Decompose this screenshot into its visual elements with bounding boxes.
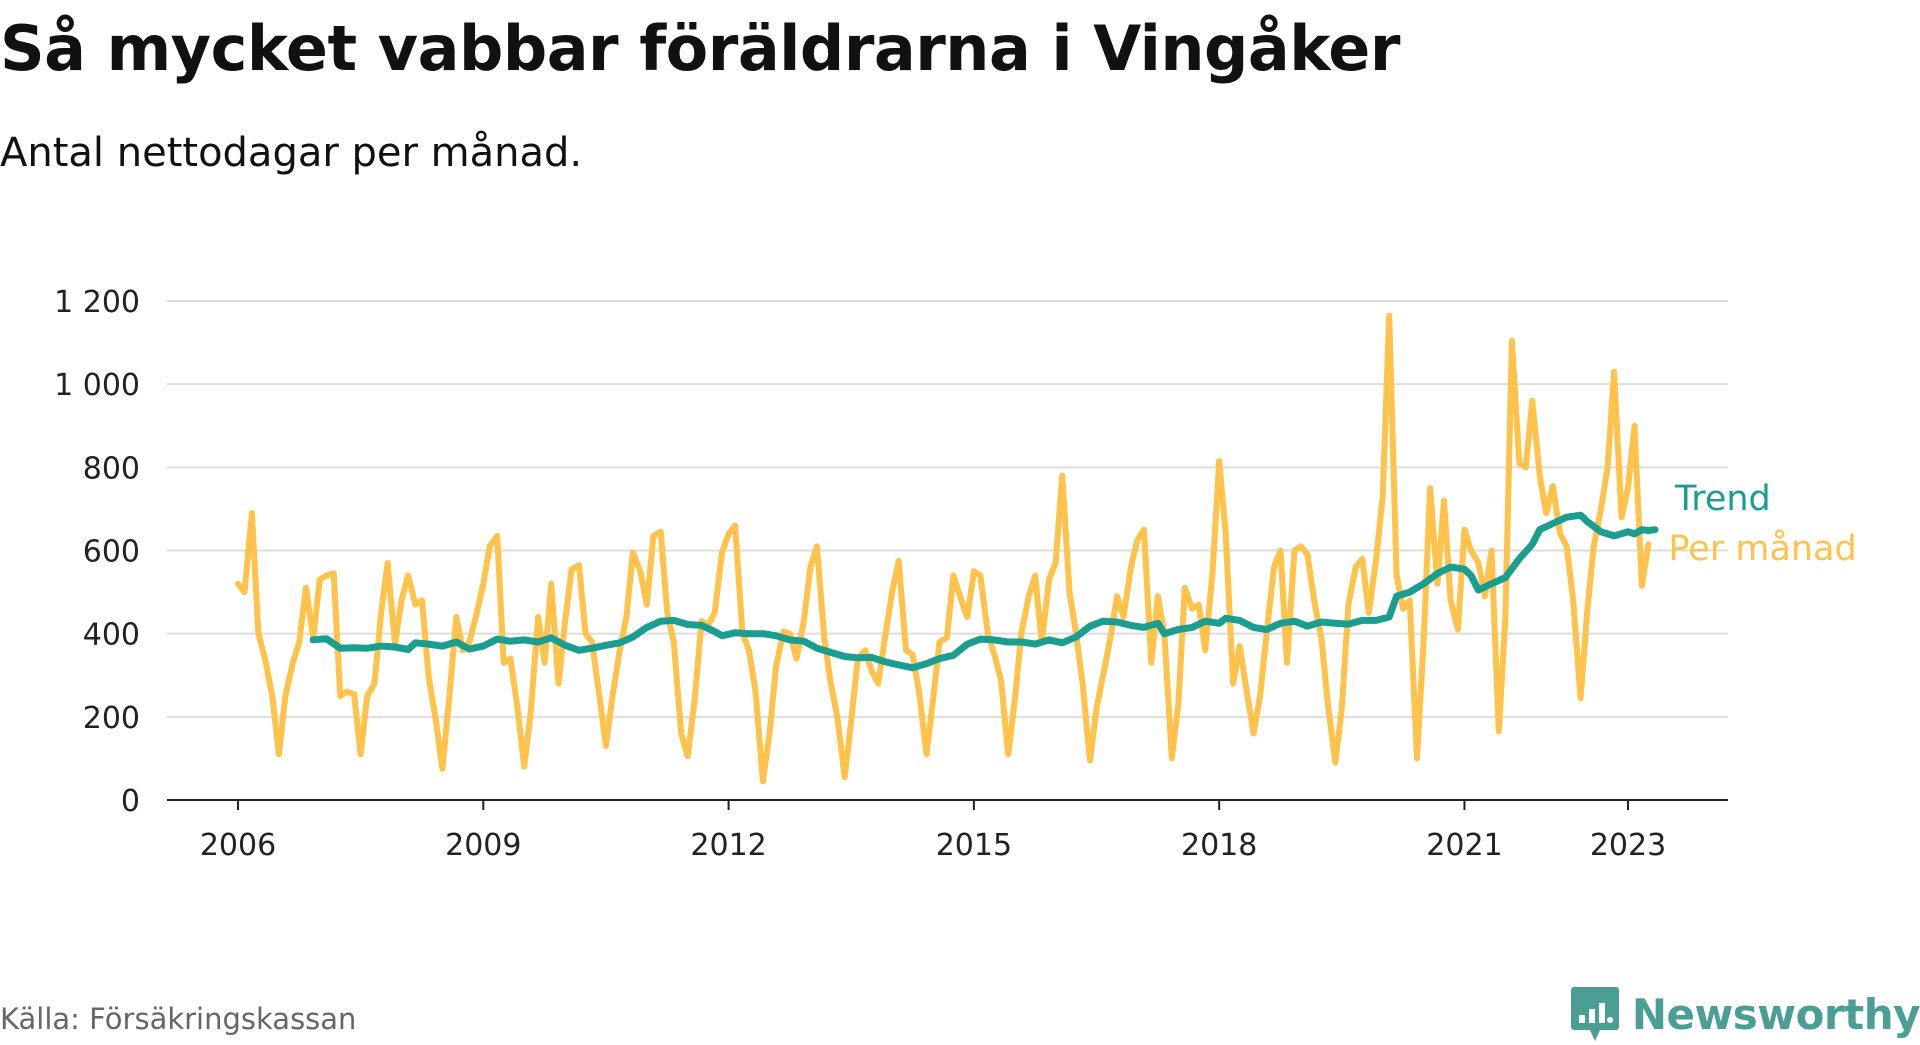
x-tick-label-2015: 2015 [936, 828, 1012, 863]
source-note: Källa: Försäkringskassan [0, 1002, 357, 1036]
brand-logo[interactable]: Newsworthy [1570, 983, 1920, 1045]
grid-lines [167, 300, 1728, 718]
y-tick-label-1200: 1 200 [54, 285, 140, 320]
x-tick-label-2021: 2021 [1426, 828, 1502, 863]
brand-name: Newsworthy [1631, 989, 1920, 1039]
y-tick-label-400: 400 [83, 618, 140, 653]
series-label-trend: Trend [1674, 479, 1771, 519]
chart-title: Så mycket vabbar föräldrarna i Vingåker [0, 12, 1400, 85]
chart-subtitle: Antal nettodagar per månad. [0, 130, 583, 176]
x-tick-label-2006: 2006 [200, 828, 276, 863]
x-axis: 2006 2009 2012 2015 2018 2021 2023 [167, 799, 1728, 863]
y-axis: 0 200 400 600 800 1 000 1 200 [54, 285, 140, 819]
y-tick-label-0: 0 [121, 784, 140, 819]
x-tick-label-2018: 2018 [1181, 828, 1257, 863]
x-tick-label-2009: 2009 [445, 828, 521, 863]
y-tick-label-600: 600 [83, 535, 140, 570]
series-line-per-manad [235, 312, 1652, 785]
y-tick-label-800: 800 [83, 451, 140, 486]
newsworthy-logo-icon [1570, 987, 1619, 1041]
x-tick-label-2023: 2023 [1590, 828, 1666, 863]
series-labels: Per månad Trend [1668, 479, 1856, 569]
x-tick-label-2012: 2012 [690, 828, 766, 863]
series-lines [235, 312, 1659, 785]
series-label-per-manad: Per månad [1668, 528, 1856, 569]
y-tick-label-1000: 1 000 [54, 368, 140, 403]
y-tick-label-200: 200 [83, 701, 140, 736]
series-line-trend [309, 511, 1659, 672]
